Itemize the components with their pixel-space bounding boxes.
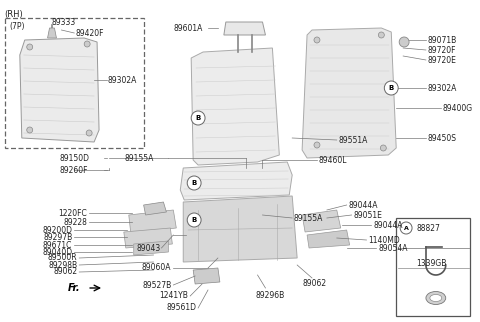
Polygon shape [48, 28, 57, 38]
Text: 89601A: 89601A [173, 24, 203, 33]
Text: 1241YB: 1241YB [159, 291, 188, 300]
Text: 89296B: 89296B [255, 290, 285, 299]
Text: B: B [192, 180, 197, 186]
Circle shape [84, 41, 90, 47]
Text: 89302A: 89302A [108, 75, 137, 84]
Circle shape [187, 213, 201, 227]
Text: 89054A: 89054A [378, 243, 408, 252]
Circle shape [380, 145, 386, 151]
Circle shape [378, 32, 384, 38]
Ellipse shape [430, 295, 442, 301]
Text: 89298B: 89298B [48, 260, 77, 270]
Bar [396, 218, 470, 316]
Circle shape [86, 130, 92, 136]
Text: 89155A: 89155A [124, 154, 154, 163]
Text: 89460L: 89460L [319, 156, 348, 165]
Polygon shape [129, 210, 176, 233]
Text: 89551A: 89551A [339, 136, 368, 145]
Circle shape [187, 176, 201, 190]
Circle shape [314, 37, 320, 43]
Text: 89302A: 89302A [428, 83, 457, 92]
Text: 89200D: 89200D [42, 225, 72, 234]
Polygon shape [302, 28, 396, 158]
Polygon shape [134, 241, 168, 255]
Polygon shape [191, 48, 279, 165]
Polygon shape [180, 162, 292, 200]
Text: 88827: 88827 [416, 223, 440, 232]
Text: 89040D: 89040D [42, 248, 72, 257]
Circle shape [27, 44, 33, 50]
Text: B: B [192, 217, 197, 223]
Text: 89260F: 89260F [60, 166, 88, 175]
Polygon shape [183, 196, 297, 262]
Text: 89420F: 89420F [75, 29, 104, 37]
Text: 1140MD: 1140MD [369, 235, 400, 244]
Bar [5, 18, 144, 148]
Text: 89720E: 89720E [428, 55, 457, 64]
Text: 89043: 89043 [136, 243, 160, 252]
Text: 89062: 89062 [53, 268, 77, 277]
Circle shape [191, 111, 205, 125]
Text: (7P): (7P) [9, 22, 24, 31]
Text: B: B [195, 115, 201, 121]
Polygon shape [193, 268, 220, 284]
Text: A: A [404, 225, 408, 231]
Text: 89051E: 89051E [354, 211, 383, 220]
Circle shape [384, 81, 398, 95]
Polygon shape [307, 230, 349, 248]
Circle shape [399, 37, 409, 47]
Text: 89062: 89062 [302, 279, 326, 289]
Text: 1339GB: 1339GB [416, 259, 446, 268]
Text: 89060A: 89060A [142, 263, 171, 272]
Text: 89500R: 89500R [48, 253, 77, 262]
Text: 89400G: 89400G [443, 103, 473, 112]
Text: 89333: 89333 [51, 18, 76, 27]
Text: 89155A: 89155A [293, 213, 323, 223]
Text: B: B [389, 85, 394, 91]
Polygon shape [20, 38, 99, 142]
Text: 89671C: 89671C [43, 241, 72, 250]
Polygon shape [302, 210, 341, 232]
Text: 89527B: 89527B [142, 280, 171, 289]
Text: 89150D: 89150D [60, 154, 89, 163]
Circle shape [314, 142, 320, 148]
Circle shape [27, 127, 33, 133]
Text: 89297B: 89297B [43, 232, 72, 242]
Text: (RH): (RH) [4, 10, 23, 19]
Text: 1220FC: 1220FC [59, 209, 87, 217]
Circle shape [400, 222, 412, 234]
Text: 89044A: 89044A [373, 221, 403, 230]
Polygon shape [144, 202, 167, 215]
Text: 89720F: 89720F [428, 45, 456, 54]
Ellipse shape [426, 291, 446, 305]
Text: 89561D: 89561D [166, 304, 196, 312]
Text: 89071B: 89071B [428, 35, 457, 44]
Text: Fr.: Fr. [67, 283, 80, 293]
Polygon shape [124, 228, 172, 248]
Text: 89228: 89228 [63, 217, 87, 226]
Text: 89044A: 89044A [348, 201, 378, 210]
Text: 89450S: 89450S [428, 134, 457, 143]
Polygon shape [224, 22, 265, 35]
